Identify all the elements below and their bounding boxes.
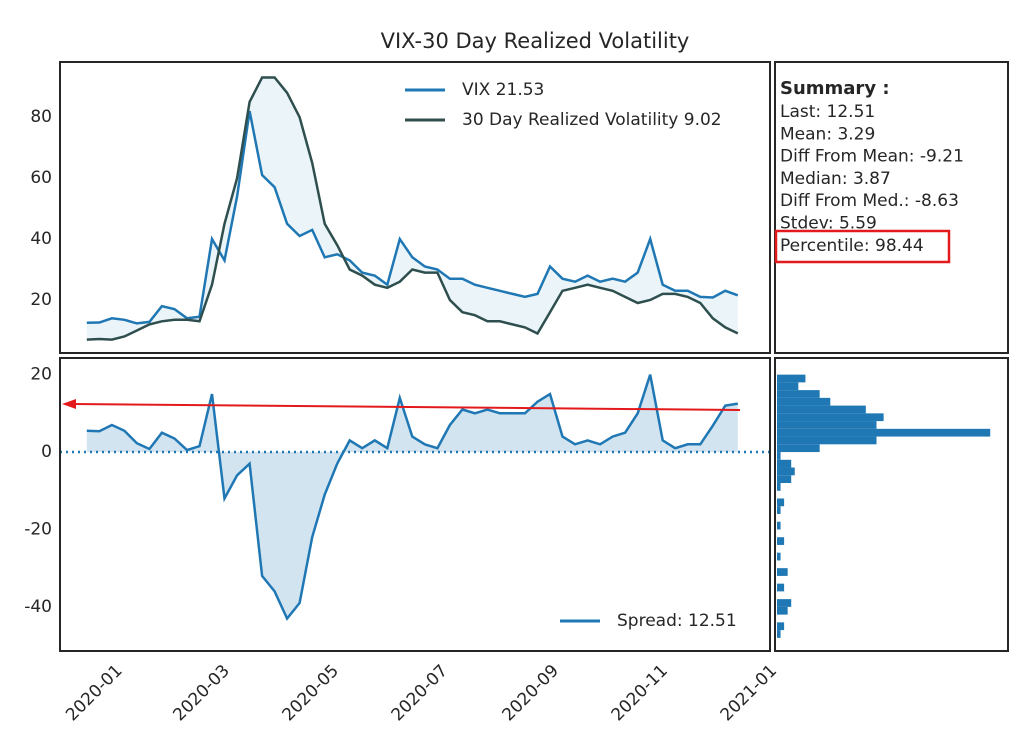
histogram-bar: [777, 521, 781, 530]
histogram-bar: [777, 382, 799, 391]
y-tick-label: 40: [30, 229, 52, 249]
legend-label: VIX 21.53: [462, 80, 544, 100]
histogram-bar: [777, 506, 781, 514]
summary-line: Last: 12.51: [780, 102, 875, 122]
histogram-bar: [777, 483, 781, 491]
histogram-bar: [777, 397, 831, 406]
histogram-bar: [777, 444, 820, 453]
chart-title: VIX-30 Day Realized Volatility: [381, 29, 690, 53]
histogram-bar: [777, 630, 781, 638]
annotation-arrow: [71, 403, 741, 411]
histogram-bar: [777, 606, 788, 615]
arrow-head: [62, 399, 76, 409]
histogram-bar: [777, 583, 785, 592]
histogram-bar: [777, 568, 788, 576]
series-line: [86, 374, 738, 621]
histogram-bar: [777, 459, 792, 468]
histogram-bar: [777, 622, 785, 631]
summary-line: Percentile: 98.44: [780, 236, 924, 256]
series-line: [86, 76, 739, 341]
summary-line: Diff From Med.: -8.63: [780, 191, 959, 211]
histogram-bar: [777, 374, 806, 383]
histogram-bar: [777, 390, 820, 398]
y-tick-label: 0: [41, 442, 52, 462]
histogram-bar: [777, 467, 795, 476]
summary-line: Median: 3.87: [780, 169, 891, 189]
summary-panel: [774, 61, 1009, 354]
y-tick-label: 20: [30, 365, 52, 385]
summary-line: Mean: 3.29: [780, 124, 875, 144]
histogram-bar: [777, 405, 866, 414]
y-tick-label: -40: [24, 597, 52, 617]
y-tick-label: 80: [30, 107, 52, 127]
bottom-panel: [59, 357, 771, 652]
series-line: [86, 110, 739, 325]
highlight-box: [774, 229, 951, 264]
y-tick-label: 20: [30, 290, 52, 310]
top-panel: [59, 61, 771, 354]
histogram-bar: [777, 498, 785, 507]
legend-label: 30 Day Realized Volatility 9.02: [462, 110, 722, 130]
summary-line: Diff From Mean: -9.21: [780, 147, 964, 167]
legend-label: Spread: 12.51: [617, 611, 737, 631]
histogram-bar: [777, 413, 884, 422]
y-tick-label: -20: [24, 519, 52, 539]
histogram-bar: [777, 436, 877, 445]
histogram-bar: [777, 537, 785, 545]
histogram-bar: [777, 452, 781, 460]
histogram-bar: [777, 475, 792, 484]
histogram-bar: [777, 428, 991, 437]
histogram-bar: [777, 552, 781, 561]
summary-title: Summary :: [780, 78, 890, 99]
y-tick-label: 60: [30, 168, 52, 188]
summary-line: Stdev: 5.59: [780, 214, 877, 234]
histogram-panel: [774, 357, 1009, 652]
histogram-bar: [777, 599, 792, 607]
histogram-bar: [777, 421, 877, 429]
